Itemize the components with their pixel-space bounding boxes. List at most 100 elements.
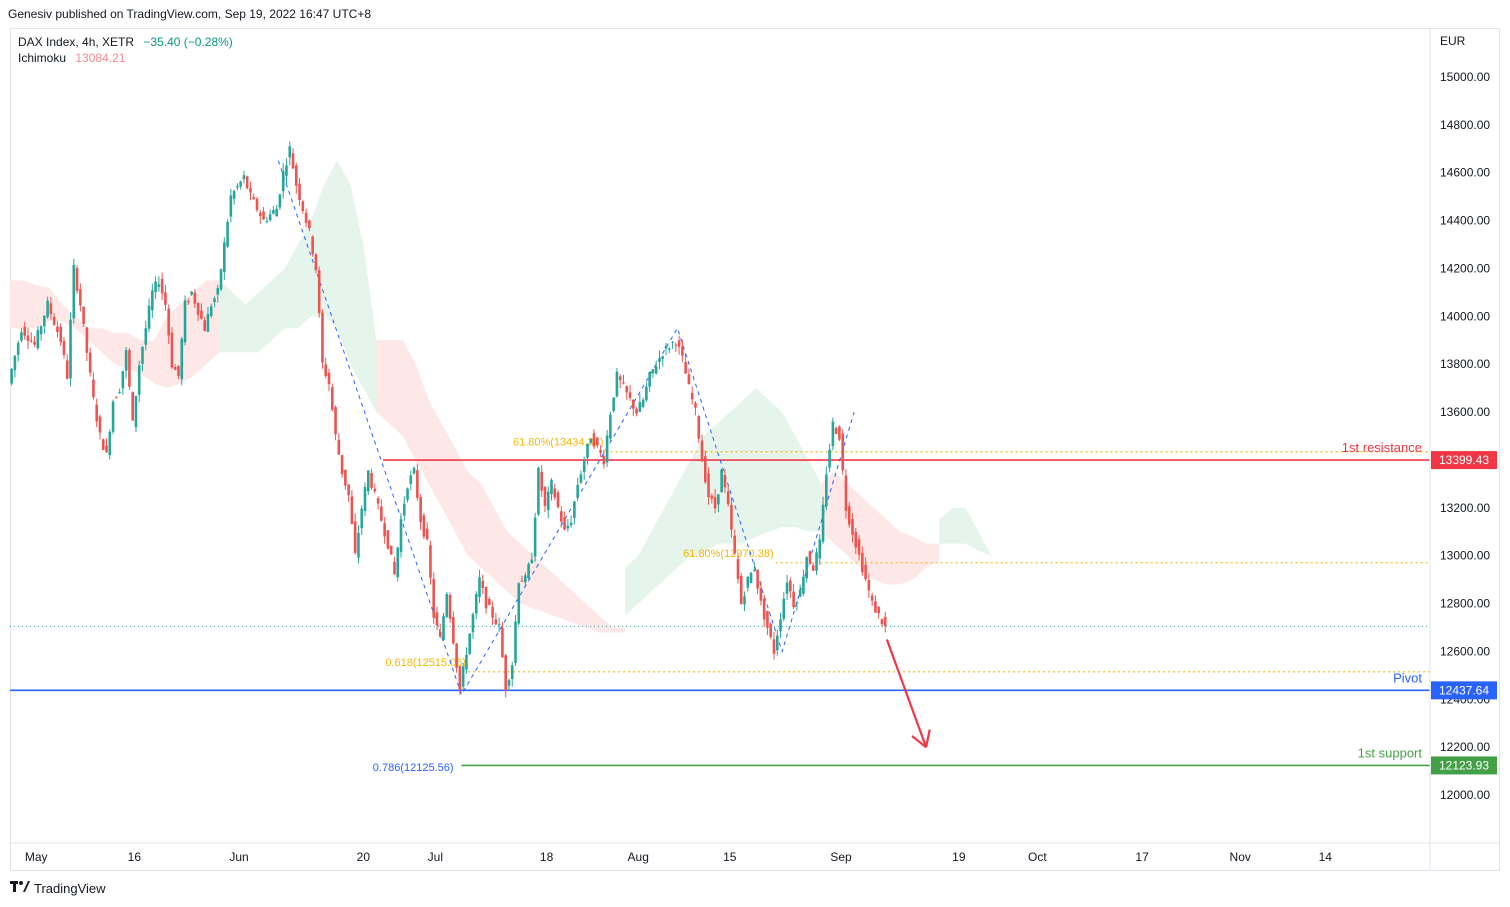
time-tick-4: Jul xyxy=(428,850,443,864)
candle-body xyxy=(507,680,511,686)
candle-body xyxy=(720,469,723,493)
candle-body xyxy=(196,302,200,315)
candle-body xyxy=(33,341,36,345)
candle-body xyxy=(262,211,265,220)
candle-body xyxy=(638,402,642,412)
cloud-bear-0 xyxy=(10,280,220,389)
candle-body xyxy=(625,386,629,393)
candle-body xyxy=(396,547,400,578)
candle-body xyxy=(494,619,498,625)
candle-body xyxy=(26,335,30,341)
candle-body xyxy=(484,587,488,609)
candle-body xyxy=(357,532,360,558)
fib-level-label-1: 61.80%(12970.38) xyxy=(683,548,774,560)
indicator-name[interactable]: Ichimoku xyxy=(18,51,67,65)
level-badges: 13399.43 12437.64 12123.93 xyxy=(1431,451,1497,775)
candle-body xyxy=(468,633,472,654)
candle-body xyxy=(471,614,475,633)
level-label-2: 1st support xyxy=(1358,745,1423,760)
candle-body xyxy=(416,470,419,498)
candle-body xyxy=(510,665,514,680)
candle-body xyxy=(219,269,223,290)
candle-body xyxy=(854,531,858,548)
candle-body xyxy=(363,487,367,511)
candle-body xyxy=(615,371,619,397)
candle-body xyxy=(641,399,645,407)
time-tick-5: 18 xyxy=(540,850,554,864)
candle-body xyxy=(98,416,102,433)
candle-body xyxy=(376,498,380,504)
candle-body xyxy=(79,289,82,306)
candle-body xyxy=(648,371,651,387)
time-tick-6: Aug xyxy=(628,850,649,864)
candle-body xyxy=(344,469,347,486)
candle-body xyxy=(847,506,851,525)
candle-body xyxy=(291,153,295,169)
candle-body xyxy=(249,188,252,193)
candle-body xyxy=(700,440,704,462)
candle-body xyxy=(870,595,874,601)
candle-body xyxy=(546,491,550,510)
candle-body xyxy=(154,281,157,292)
candle-body xyxy=(798,589,802,597)
candle-body xyxy=(294,165,298,186)
chart-legend: DAX Index, 4h, XETR −35.40 (−0.28%) Ichi… xyxy=(18,34,233,66)
candle-body xyxy=(173,367,177,370)
candle-body xyxy=(533,517,537,557)
price-tick-9: 13200.00 xyxy=(1440,501,1490,515)
symbol-name[interactable]: DAX Index, 4h, XETR xyxy=(18,35,135,49)
candle-body xyxy=(298,183,301,201)
candle-body xyxy=(677,340,681,347)
time-tick-13: 14 xyxy=(1319,850,1333,864)
candle-body xyxy=(88,352,92,373)
cloud-bear-2 xyxy=(821,471,940,585)
candle-body xyxy=(537,467,540,515)
candle-body xyxy=(56,326,59,333)
time-tick-10: Oct xyxy=(1028,850,1047,864)
level-badge-2 xyxy=(1431,756,1497,775)
candle-body xyxy=(880,619,884,625)
footer-brand[interactable]: TradingView xyxy=(10,881,106,896)
candle-body xyxy=(144,328,148,345)
candle-body xyxy=(746,576,750,588)
candle-body xyxy=(707,473,710,498)
candle-body xyxy=(85,327,89,353)
candle-body xyxy=(553,488,557,498)
chart-frame[interactable] xyxy=(10,28,1500,871)
candle-body xyxy=(589,439,593,444)
level-badge-1 xyxy=(1431,681,1497,700)
candle-body xyxy=(327,372,331,384)
time-tick-8: Sep xyxy=(830,850,852,864)
candle-body xyxy=(445,594,449,617)
candle-body xyxy=(520,580,524,582)
candle-body xyxy=(216,288,220,295)
candle-body xyxy=(861,552,864,573)
candle-body xyxy=(134,395,138,428)
candles xyxy=(10,141,887,698)
candle-body xyxy=(762,599,766,620)
candle-body xyxy=(137,365,141,395)
horizontal-levels: 61.80%(13434.34) 61.80%(12970.38) 0.618(12… xyxy=(10,437,1430,774)
candle-body xyxy=(200,310,203,319)
time-tick-1: 16 xyxy=(128,850,142,864)
candle-body xyxy=(255,198,259,211)
candle-body xyxy=(203,320,206,331)
candle-body xyxy=(645,386,648,401)
candle-body xyxy=(569,522,573,526)
candle-body xyxy=(23,326,27,336)
level-badge-text-0: 13399.43 xyxy=(1439,453,1489,467)
candle-body xyxy=(713,497,717,509)
candle-body xyxy=(563,517,566,530)
candle-body xyxy=(455,643,458,668)
price-tick-2: 14600.00 xyxy=(1440,166,1490,180)
candle-body xyxy=(46,300,49,318)
price-change: −35.40 (−0.28%) xyxy=(143,35,233,49)
candle-body xyxy=(311,236,314,254)
candle-body xyxy=(330,387,334,410)
candle-body xyxy=(350,496,354,524)
candle-body xyxy=(749,572,753,583)
candle-body xyxy=(435,612,439,626)
candle-body xyxy=(599,449,602,453)
currency-label: EUR xyxy=(1440,34,1466,48)
